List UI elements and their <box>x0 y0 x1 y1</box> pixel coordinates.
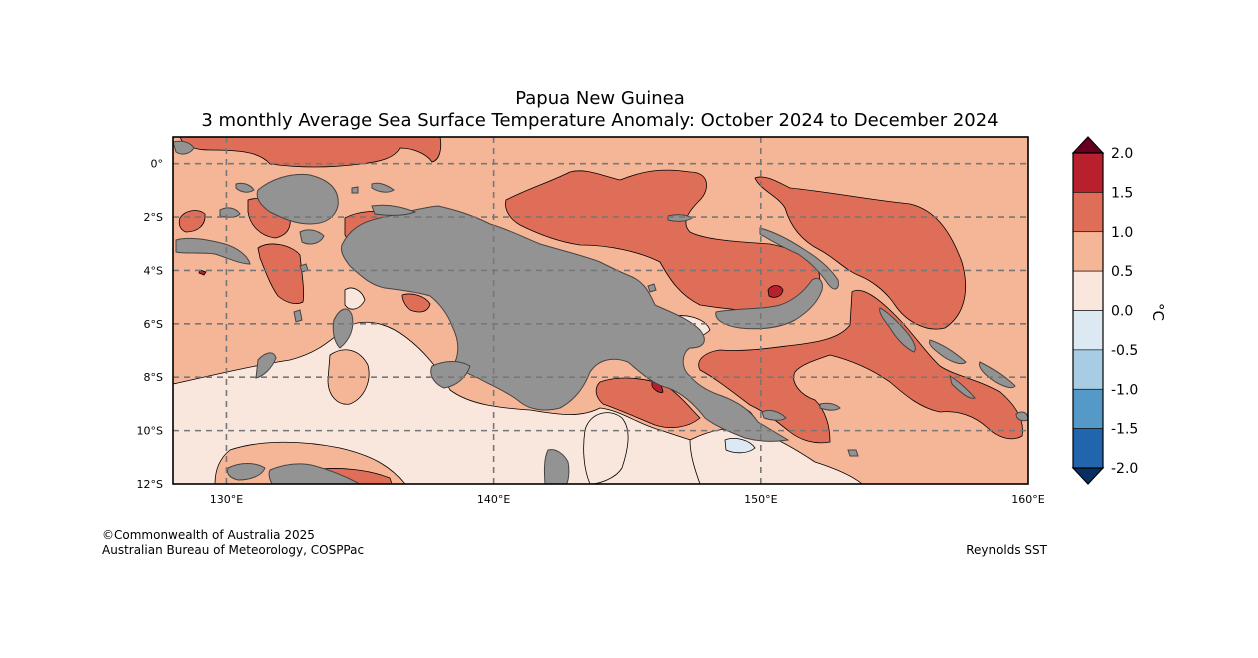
colorbar-tick-label: 0.5 <box>1111 264 1133 280</box>
buru-landmass <box>219 207 241 218</box>
colorbar-tick-label: -0.5 <box>1111 343 1138 359</box>
new-britain-landmass <box>715 277 823 330</box>
solomon-islands-landmass <box>949 374 976 399</box>
anomaly-region-1.0-1.5 <box>257 243 305 304</box>
frederik-hendrik-island-landmass <box>430 361 471 389</box>
lon-tick-label: 140°E <box>477 493 510 506</box>
land-masses <box>173 140 1028 484</box>
small-island-landmass <box>847 449 859 457</box>
halmahera-landmass <box>173 140 195 155</box>
colorbar-tick-label: 1.5 <box>1111 185 1133 201</box>
lat-tick-labels: 0° 2°S 4°S 6°S 8°S 10°S 12°S <box>137 158 163 491</box>
small-island-landmass <box>351 186 359 194</box>
colorbar-bin <box>1072 152 1104 193</box>
colorbar-over-triangle <box>1071 136 1105 154</box>
louisiade-landmass <box>761 409 787 421</box>
seram-landmass <box>175 237 251 265</box>
anomaly-region-1.0-1.5 <box>698 289 1023 444</box>
bougainville-landmass <box>879 307 916 353</box>
colorbar-unit-label: °C <box>1149 303 1167 321</box>
small-island-landmass <box>299 229 325 245</box>
colorbar-bin <box>1072 310 1104 351</box>
solomon-islands-landmass <box>979 361 1016 389</box>
anomaly-region-1.0-1.5 <box>401 293 431 313</box>
lat-tick-label: 8°S <box>144 371 163 384</box>
lat-tick-label: 4°S <box>144 264 163 277</box>
biak-landmass <box>371 182 395 193</box>
yapen-landmass <box>371 204 417 216</box>
trobriand-landmass <box>819 402 841 411</box>
colorbar-bin <box>1072 270 1104 311</box>
colorbar-tick-label: -2.0 <box>1111 461 1138 477</box>
cape-york-landmass <box>543 449 570 484</box>
colorbar-tick-label: 0.0 <box>1111 304 1133 320</box>
map-subtitle: 3 monthly Average Sea Surface Temperatur… <box>201 110 999 131</box>
rennell-landmass <box>1015 411 1028 422</box>
data-source-text: Reynolds SST <box>966 543 1047 557</box>
new-ireland-landmass <box>759 227 839 290</box>
map-area <box>173 137 1028 484</box>
colorbar-tick-label: 2.0 <box>1111 146 1133 162</box>
lon-tick-label: 160°E <box>1011 493 1044 506</box>
anomaly-region-1.0-1.5 <box>178 210 206 233</box>
colorbar-tick-label: -1.0 <box>1111 382 1138 398</box>
copyright-text: ©Commonwealth of Australia 2025 <box>102 528 315 542</box>
tanimbar-landmass <box>255 352 277 379</box>
lon-tick-label: 130°E <box>210 493 243 506</box>
anomaly-region-1.5-2.0 <box>767 285 784 298</box>
agency-text: Australian Bureau of Meteorology, COSPPa… <box>102 543 365 557</box>
lon-tick-label: 150°E <box>744 493 777 506</box>
lat-tick-label: 2°S <box>144 211 163 224</box>
colorbar-tick-label: -1.5 <box>1111 422 1138 438</box>
lat-tick-label: 12°S <box>137 478 163 491</box>
lat-tick-label: 0° <box>151 158 164 171</box>
aru-islands-landmass <box>332 308 354 349</box>
lon-tick-labels: 130°E 140°E 150°E 160°E <box>210 493 1045 506</box>
anomaly-region-1.0-1.5 <box>179 137 442 168</box>
arnhem-land-landmass <box>268 463 361 484</box>
solomon-islands-landmass <box>929 339 967 365</box>
new-guinea-landmass <box>341 205 790 442</box>
anomaly-region-0.0-0.5 <box>344 287 366 310</box>
kai-islands-landmass <box>293 309 303 323</box>
colorbar-under-triangle <box>1071 467 1105 485</box>
small-island-landmass <box>235 182 255 193</box>
colorbar-frame <box>1072 152 1104 469</box>
map-title: Papua New Guinea <box>515 88 685 109</box>
map-frame <box>172 136 1029 485</box>
gridlines <box>173 137 1028 484</box>
colorbar-bin <box>1072 231 1104 272</box>
colorbar-bin <box>1072 192 1104 233</box>
small-island-landmass <box>647 283 657 293</box>
lat-tick-label: 6°S <box>144 318 163 331</box>
anomaly-region-0.5-1.0 <box>327 349 370 405</box>
anomaly-region-1.0-1.5 <box>754 176 966 330</box>
lat-tick-label: 10°S <box>137 425 163 438</box>
colorbar-bin <box>1072 428 1104 469</box>
colorbar: 2.0 1.5 1.0 0.5 0.0 -0.5 -1.0 -1.5 -2.0 °C <box>1071 136 1167 485</box>
colorbar-tick-label: 1.0 <box>1111 225 1133 241</box>
colorbar-bin <box>1072 349 1104 390</box>
vogelkop-peninsula-landmass <box>256 173 339 225</box>
colorbar-bin <box>1072 388 1104 429</box>
anomaly-region-neg0.5-0.0 <box>724 438 756 454</box>
tiwi-islands-landmass <box>227 463 266 481</box>
